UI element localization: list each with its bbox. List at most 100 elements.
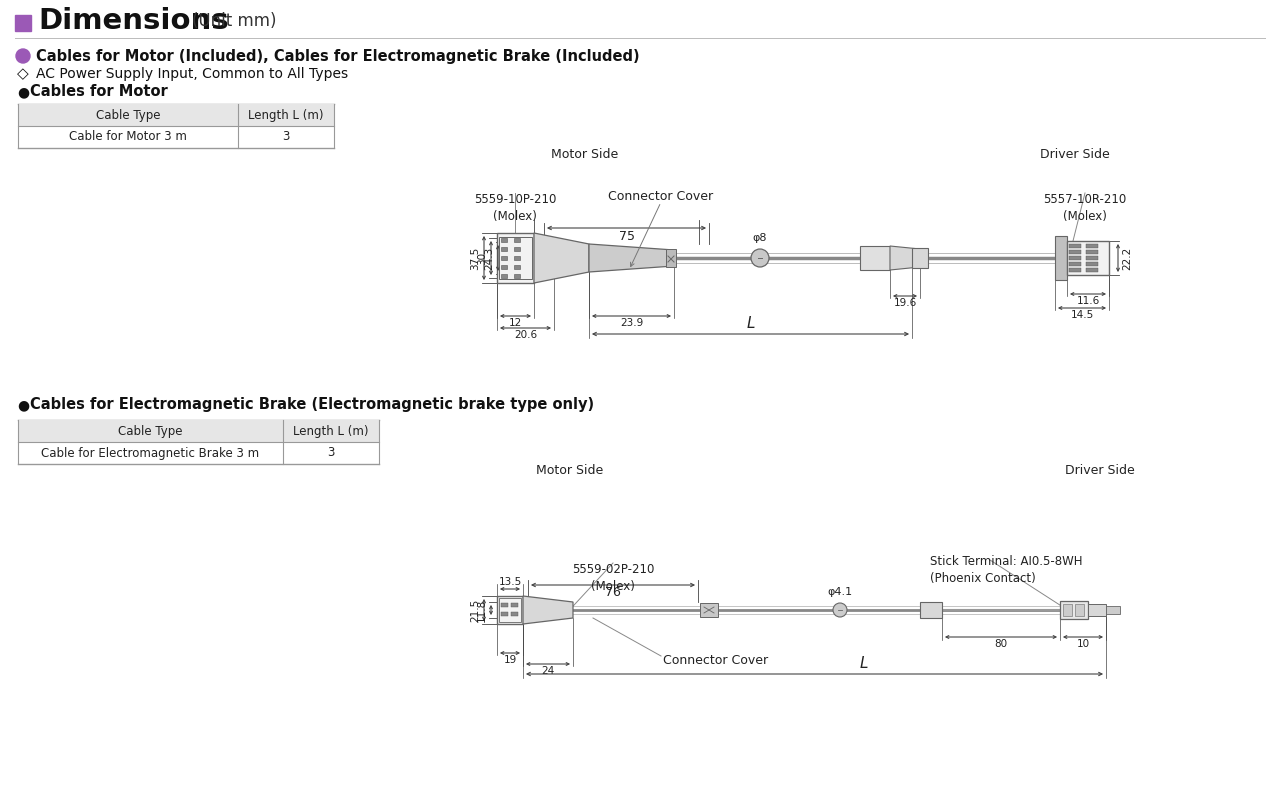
Bar (500, 274, 507, 278)
Text: Connector Cover: Connector Cover (663, 653, 768, 666)
Text: Driver Side: Driver Side (1041, 149, 1110, 161)
Bar (1069, 256, 1082, 260)
Bar (500, 256, 507, 260)
Bar (500, 612, 508, 616)
Bar (920, 602, 942, 618)
Bar (911, 248, 928, 268)
Bar (860, 246, 890, 270)
Text: Driver Side: Driver Side (1065, 463, 1135, 476)
Bar (1069, 244, 1082, 248)
Text: Dimensions: Dimensions (38, 7, 229, 35)
Bar (1069, 268, 1082, 272)
Bar (500, 247, 507, 251)
Bar (1085, 268, 1098, 272)
Text: 5557-10R-210
(Molex): 5557-10R-210 (Molex) (1043, 193, 1126, 223)
Text: Motor Side: Motor Side (536, 463, 604, 476)
Text: 13.5: 13.5 (498, 577, 522, 587)
Text: 24: 24 (541, 666, 554, 676)
Text: Cable Type: Cable Type (96, 108, 160, 122)
Bar (1068, 241, 1108, 275)
Text: 5559-10P-210
(Molex): 5559-10P-210 (Molex) (474, 193, 557, 223)
Bar (18, 104, 334, 126)
Bar (1062, 604, 1073, 616)
Text: 3: 3 (328, 447, 334, 460)
Text: Motor Side: Motor Side (552, 149, 618, 161)
Bar (515, 247, 520, 251)
Text: ●: ● (17, 85, 29, 99)
Text: 12: 12 (509, 318, 522, 328)
Text: 75: 75 (618, 230, 635, 242)
Text: 76: 76 (605, 587, 621, 599)
Text: L: L (746, 316, 755, 332)
Bar (1060, 601, 1088, 619)
Bar (700, 603, 718, 617)
Bar (1085, 262, 1098, 266)
Bar (515, 238, 520, 242)
Text: AC Power Supply Input, Common to All Types: AC Power Supply Input, Common to All Typ… (36, 67, 348, 81)
Text: 11.8: 11.8 (477, 599, 486, 622)
Text: 37.5: 37.5 (470, 246, 480, 270)
Text: 20.6: 20.6 (515, 330, 538, 340)
Text: φ8: φ8 (753, 233, 767, 243)
Circle shape (751, 249, 769, 267)
Text: Cables for Motor: Cables for Motor (29, 84, 168, 99)
Text: 3: 3 (283, 130, 289, 144)
Bar (1085, 256, 1098, 260)
Polygon shape (524, 596, 573, 624)
Bar (1069, 262, 1082, 266)
Text: Cable for Electromagnetic Brake 3 m: Cable for Electromagnetic Brake 3 m (41, 447, 260, 460)
Bar (666, 249, 676, 267)
Text: 21.5: 21.5 (470, 599, 480, 622)
Text: 24.3: 24.3 (484, 246, 494, 270)
Bar (1085, 250, 1098, 254)
Text: 5559-02P-210
(Molex): 5559-02P-210 (Molex) (572, 563, 654, 593)
Text: (Unit mm): (Unit mm) (192, 12, 276, 30)
Polygon shape (890, 246, 920, 270)
Circle shape (833, 603, 847, 617)
Bar (15, 15, 31, 31)
Bar (1106, 606, 1120, 614)
Text: Cables for Electromagnetic Brake (Electromagnetic brake type only): Cables for Electromagnetic Brake (Electr… (29, 398, 594, 413)
Bar (515, 265, 520, 269)
Text: 19.6: 19.6 (893, 298, 916, 308)
Text: Cables for Motor (Included), Cables for Electromagnetic Brake (Included): Cables for Motor (Included), Cables for … (36, 48, 640, 64)
Bar (1075, 604, 1084, 616)
Bar (500, 603, 508, 607)
Bar (511, 603, 518, 607)
Bar (1088, 604, 1106, 616)
Bar (497, 233, 534, 283)
Bar (18, 420, 379, 442)
Polygon shape (534, 233, 589, 283)
Polygon shape (589, 244, 675, 272)
Text: Length L (m): Length L (m) (293, 425, 369, 437)
Text: Stick Terminal: AI0.5-8WH
(Phoenix Contact): Stick Terminal: AI0.5-8WH (Phoenix Conta… (931, 555, 1083, 585)
Bar (499, 598, 521, 622)
Bar (499, 237, 532, 279)
Text: 80: 80 (995, 639, 1007, 649)
Bar (515, 274, 520, 278)
Text: ◇: ◇ (17, 67, 28, 82)
Bar (500, 238, 507, 242)
Text: 22.2: 22.2 (1123, 246, 1132, 270)
Text: ●: ● (17, 398, 29, 412)
Bar (500, 265, 507, 269)
Text: 30: 30 (477, 251, 486, 265)
Text: 23.9: 23.9 (620, 318, 643, 328)
Bar (515, 256, 520, 260)
Bar (497, 596, 524, 624)
Bar (511, 612, 518, 616)
Text: φ4.1: φ4.1 (827, 587, 852, 597)
Text: Cable for Motor 3 m: Cable for Motor 3 m (69, 130, 187, 144)
Text: 14.5: 14.5 (1070, 310, 1093, 320)
Text: Connector Cover: Connector Cover (608, 189, 713, 203)
Text: 11.6: 11.6 (1076, 296, 1100, 306)
Text: 19: 19 (503, 655, 517, 665)
Bar (1069, 250, 1082, 254)
Bar (1055, 236, 1068, 280)
Text: 10: 10 (1076, 639, 1089, 649)
Text: L: L (860, 657, 868, 672)
Bar (1085, 244, 1098, 248)
Circle shape (15, 49, 29, 63)
Text: Length L (m): Length L (m) (248, 108, 324, 122)
Text: Cable Type: Cable Type (118, 425, 183, 437)
